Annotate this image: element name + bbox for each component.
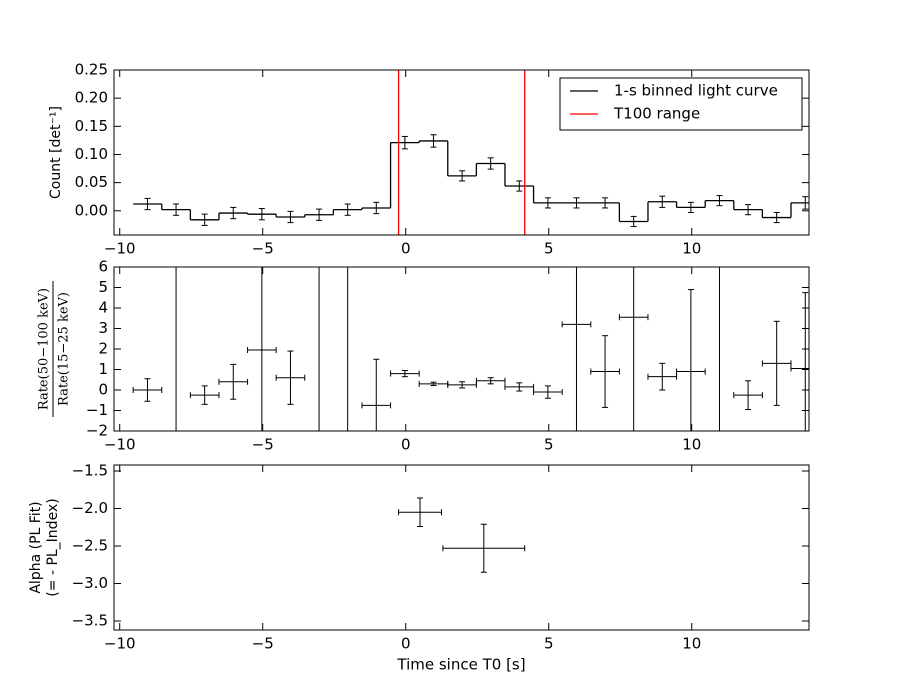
x-axis-label: Time since T0 [s] [396,656,525,674]
y-tick-label: −1.5 [72,462,108,480]
y-axis-label: Count [det⁻¹] [48,106,64,199]
axes-frame [113,69,810,236]
y-tick-label: 0.15 [75,117,108,135]
x-tick-label: 10 [682,635,701,653]
legend-label: T100 range [613,105,700,123]
y-tick-label: 6 [98,258,108,276]
x-tick-label: 5 [544,635,554,653]
y-axis-label-num: Rate(50−100 keV) [37,288,52,410]
x-tick-label: −10 [104,240,136,258]
y-axis-label: Alpha (PL Fit) [28,501,44,593]
y-axis-label-den: Rate(15−25 keV) [57,292,72,406]
x-tick-label: −10 [104,635,136,653]
x-tick-label: −5 [252,635,274,653]
x-tick-label: 10 [682,240,701,258]
y-tick-label: 0.10 [75,145,108,163]
y-axis-label: (= - PL_Index) [45,498,61,596]
y-tick-label: 5 [98,278,108,296]
y-tick-label: 0.05 [75,173,108,191]
y-tick-label: −2 [86,422,108,440]
plot-area [398,497,526,573]
y-tick-label: 0.20 [75,89,108,107]
y-tick-label: −3.5 [72,612,108,630]
y-tick-label: 1 [98,360,108,378]
x-tick-label: 5 [544,240,554,258]
x-tick-label: 10 [682,436,701,454]
y-tick-label: −1 [86,401,108,419]
y-tick-label: 0.00 [75,201,108,219]
x-tick-label: 0 [401,436,411,454]
plot-area [133,70,809,235]
y-tick-label: −2.0 [72,499,108,517]
legend-label: 1-s binned light curve [614,82,778,100]
axes-frame [113,464,810,631]
y-tick-label: 4 [98,299,108,317]
x-tick-label: −5 [252,240,274,258]
y-tick-label: 3 [98,319,108,337]
x-tick-label: 0 [401,240,411,258]
x-tick-label: −5 [252,436,274,454]
x-tick-label: 0 [401,635,411,653]
axes-frame [113,266,810,432]
y-tick-label: −2.5 [72,537,108,555]
legend-box [559,77,803,131]
x-tick-label: −10 [104,436,136,454]
y-tick-label: 0.25 [75,61,108,79]
y-tick-label: −3.0 [72,574,108,592]
x-tick-label: 5 [544,436,554,454]
y-tick-label: 2 [98,340,108,358]
y-tick-label: 0 [98,381,108,399]
plot-area [132,267,809,431]
